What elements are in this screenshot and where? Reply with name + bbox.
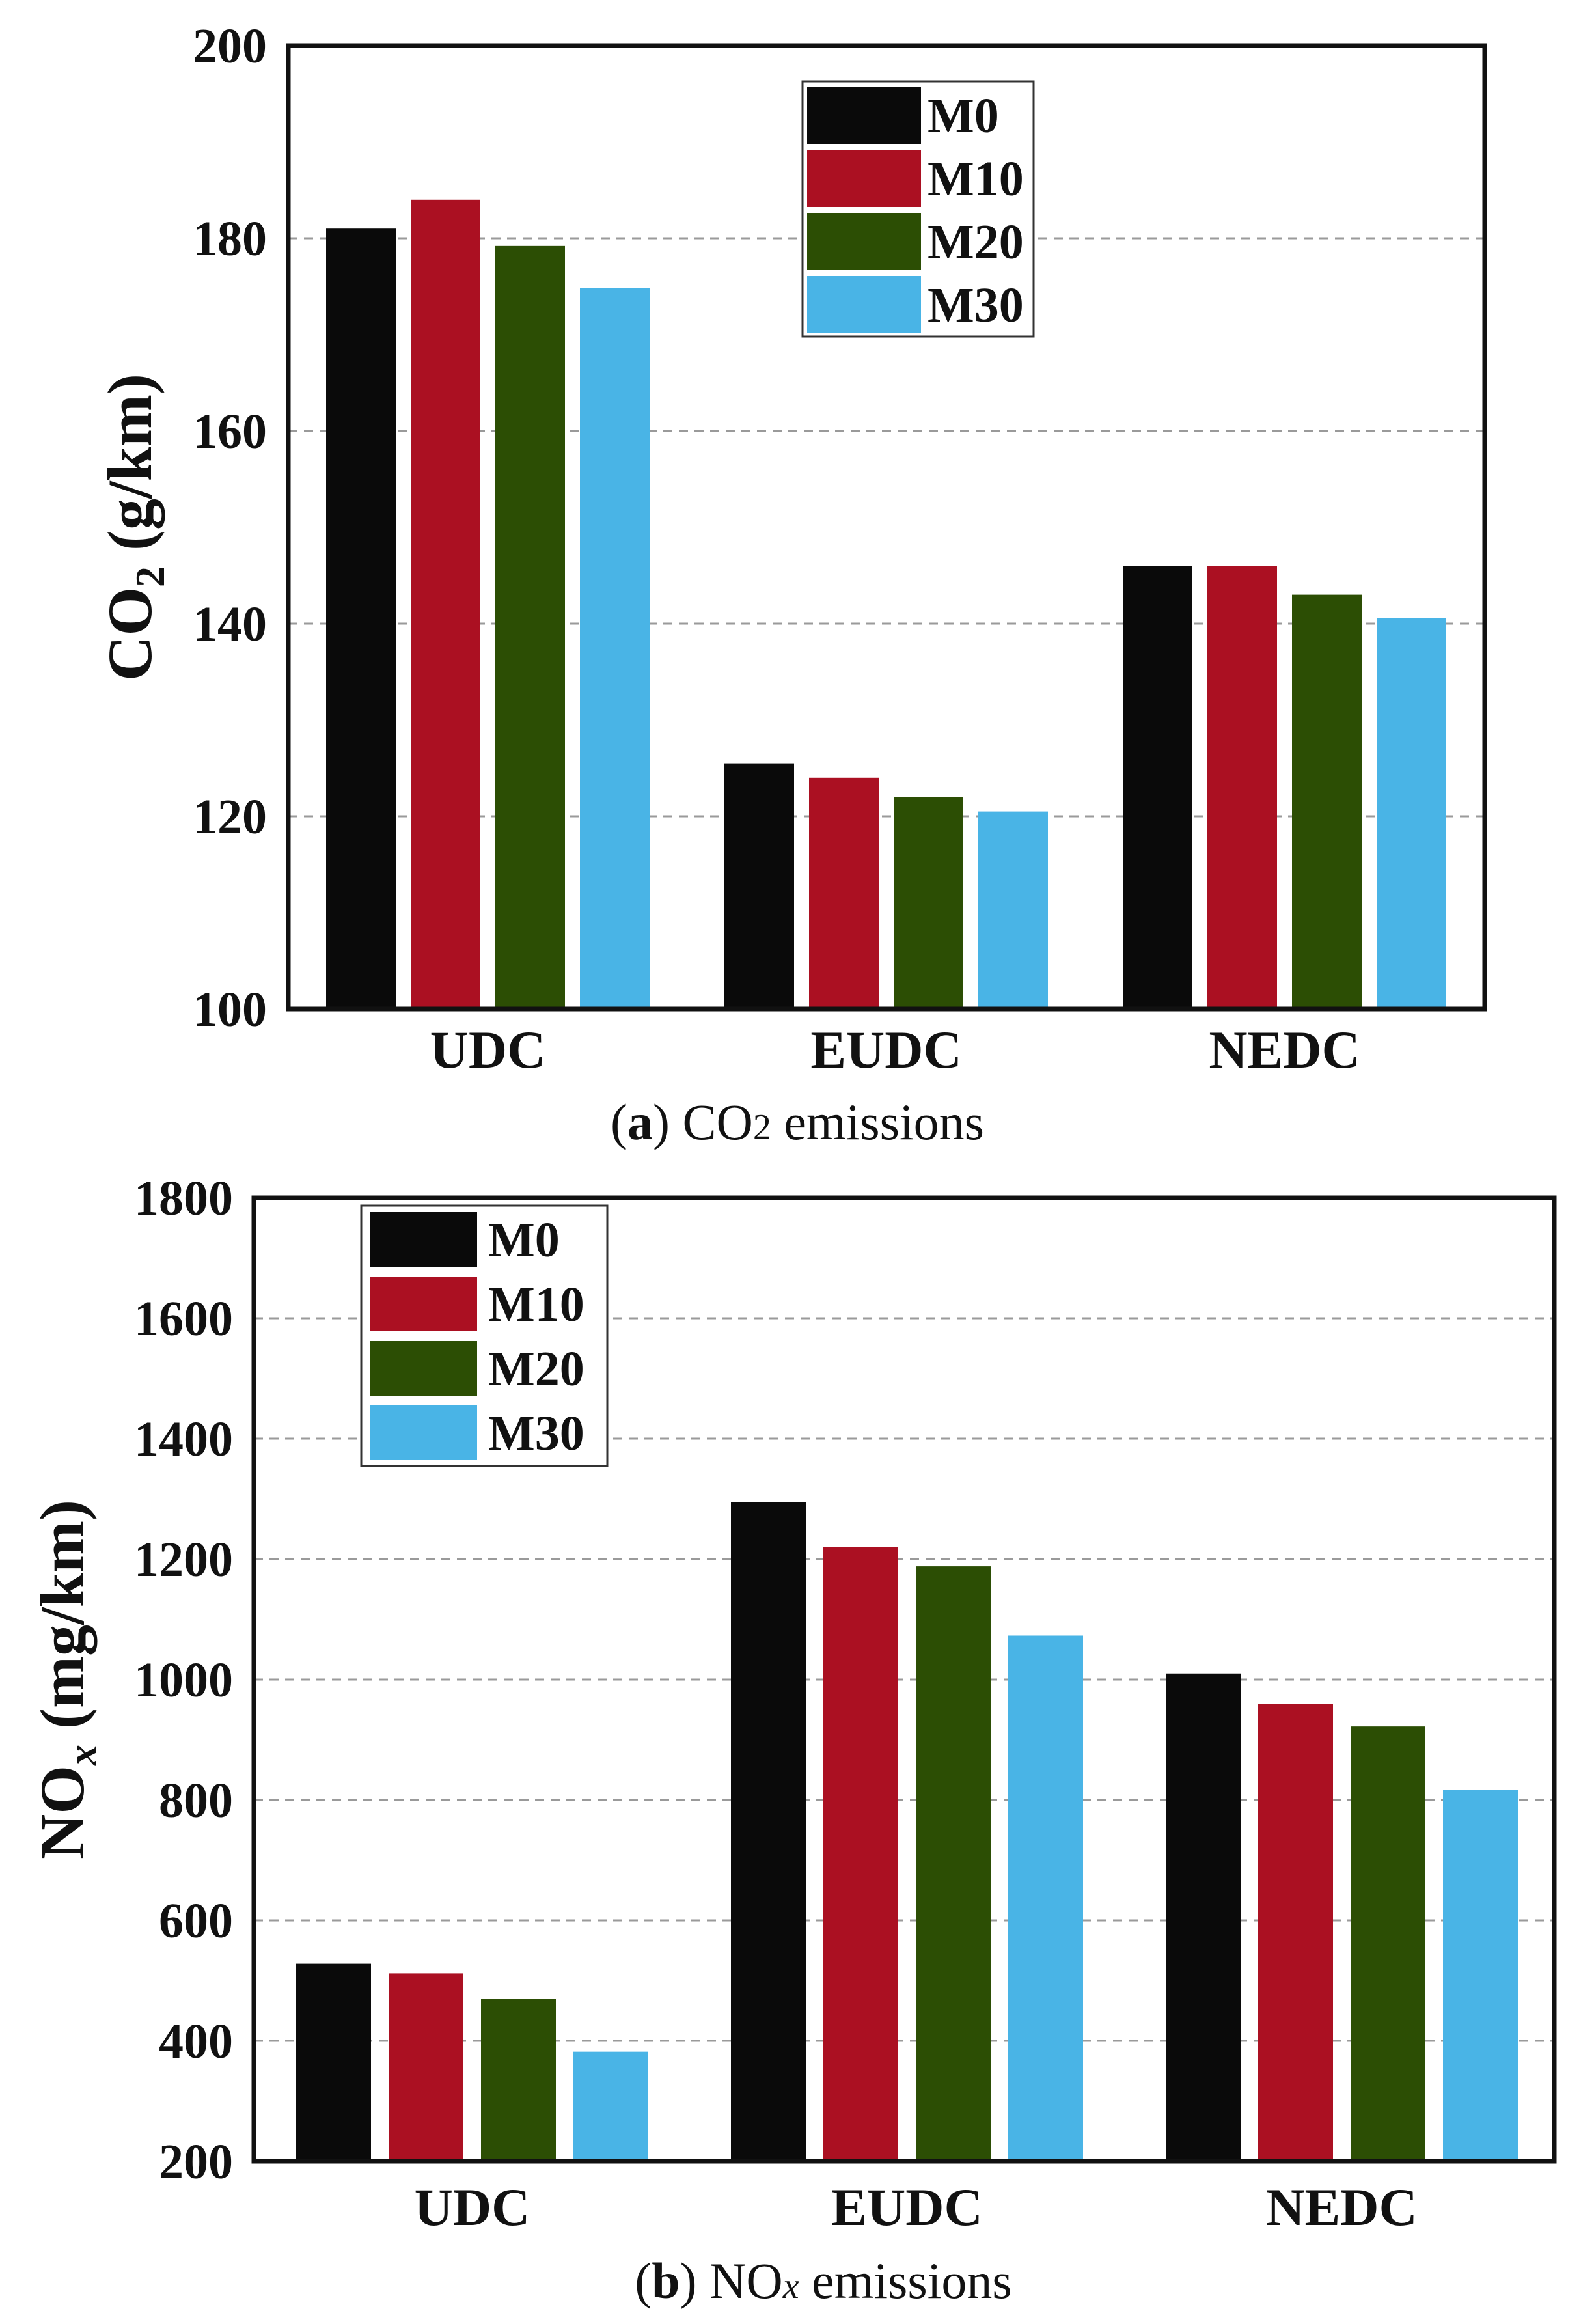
panel-a-co2: 100 120 140 160 180 200 UDC EUDC NEDC CO2 (g/km… — [95, 19, 1487, 1150]
bar-udc-m10 — [389, 1973, 463, 2161]
bars — [326, 199, 1446, 1010]
bars — [296, 1502, 1518, 2161]
y-tick-label: 1800 — [134, 1171, 233, 1226]
y-tick-label: 140 — [193, 597, 267, 652]
bar-eudc-m20 — [916, 1566, 991, 2161]
y-tick-label: 100 — [193, 982, 267, 1037]
y-tick-label: 200 — [159, 2135, 233, 2189]
legend-label-m0: M0 — [928, 89, 999, 143]
bar-udc-m20 — [481, 1999, 556, 2161]
legend-swatch-m20 — [807, 213, 921, 270]
x-category-label: EUDC — [831, 2178, 982, 2237]
legend-label-m20: M20 — [488, 1342, 584, 1396]
bar-nedc-m30 — [1443, 1790, 1518, 2161]
legend-swatch-m0 — [370, 1212, 477, 1267]
y-tick-label: 160 — [193, 404, 267, 459]
y-tick-label: 1200 — [134, 1532, 233, 1587]
y-tick-label: 120 — [193, 790, 267, 844]
caption: (a) CO2 emissions — [611, 1094, 984, 1150]
bar-nedc-m30 — [1377, 618, 1446, 1009]
legend-label-m30: M30 — [488, 1406, 584, 1461]
bar-udc-m0 — [326, 228, 396, 1010]
x-category-label: UDC — [430, 1020, 546, 1079]
x-category-label: NEDC — [1209, 1020, 1360, 1079]
y-tick-label: 1400 — [134, 1412, 233, 1467]
legend-label-m10: M10 — [928, 152, 1024, 206]
x-category-labels: UDC EUDC NEDC — [430, 1020, 1360, 1079]
legend-swatch-m10 — [370, 1277, 477, 1331]
gridlines — [254, 1317, 1554, 2042]
legend: M0 M10 M20 M30 — [801, 80, 1035, 338]
caption: (b) NOx emissions — [635, 2252, 1012, 2309]
bar-udc-m20 — [495, 245, 565, 1010]
x-category-label: NEDC — [1266, 2178, 1417, 2237]
y-tick-label: 400 — [159, 2014, 233, 2069]
panel-b-nox: 200 400 600 800 1000 1200 1400 1600 1800 UDC EUDC… — [27, 1171, 1557, 2309]
legend-label-m0: M0 — [488, 1213, 560, 1267]
legend-swatch-m0 — [807, 87, 921, 144]
y-axis-label: CO2 (g/km) — [95, 374, 173, 681]
y-tick-label: 180 — [193, 212, 267, 266]
bar-eudc-m20 — [894, 797, 963, 1009]
bar-eudc-m10 — [823, 1547, 898, 2161]
bar-nedc-m20 — [1292, 594, 1362, 1009]
bar-eudc-m30 — [978, 811, 1048, 1009]
x-category-labels: UDC EUDC NEDC — [415, 2178, 1418, 2237]
y-tick-label: 1000 — [134, 1653, 233, 1708]
legend-label-m10: M10 — [488, 1277, 584, 1332]
y-tick-label: 200 — [193, 19, 267, 74]
bar-udc-m30 — [573, 2051, 648, 2161]
legend: M0 M10 M20 M30 — [360, 1204, 609, 1467]
bar-nedc-m10 — [1258, 1704, 1333, 2161]
x-category-label: UDC — [415, 2178, 530, 2237]
bar-eudc-m0 — [724, 763, 794, 1009]
bar-udc-m0 — [296, 1963, 371, 2161]
y-tick-labels: 100 120 140 160 180 200 — [193, 19, 267, 1037]
x-category-label: EUDC — [810, 1020, 961, 1079]
y-tick-label: 800 — [159, 1773, 233, 1828]
bar-eudc-m0 — [731, 1502, 806, 2161]
legend-swatch-m30 — [370, 1405, 477, 1460]
bar-nedc-m0 — [1123, 566, 1192, 1009]
y-axis-label: NOx (mg/km) — [27, 1500, 105, 1859]
y-tick-label: 600 — [159, 1894, 233, 1948]
legend-label-m20: M20 — [928, 215, 1024, 270]
plot-frame — [286, 43, 1487, 1012]
bar-eudc-m30 — [1008, 1635, 1083, 2161]
legend-swatch-m10 — [807, 150, 921, 207]
bar-udc-m10 — [411, 199, 480, 1009]
y-tick-labels: 200 400 600 800 1000 1200 1400 1600 1800 — [134, 1171, 233, 2189]
bar-nedc-m0 — [1166, 1673, 1241, 2161]
y-tick-label: 1600 — [134, 1292, 233, 1346]
legend-label-m30: M30 — [928, 278, 1024, 333]
plot-frame — [251, 1195, 1557, 2164]
bar-eudc-m10 — [809, 777, 879, 1009]
legend-swatch-m30 — [807, 276, 921, 333]
bar-udc-m30 — [580, 288, 650, 1010]
bar-nedc-m20 — [1351, 1726, 1425, 2161]
legend-swatch-m20 — [370, 1341, 477, 1396]
bar-nedc-m10 — [1207, 566, 1277, 1009]
